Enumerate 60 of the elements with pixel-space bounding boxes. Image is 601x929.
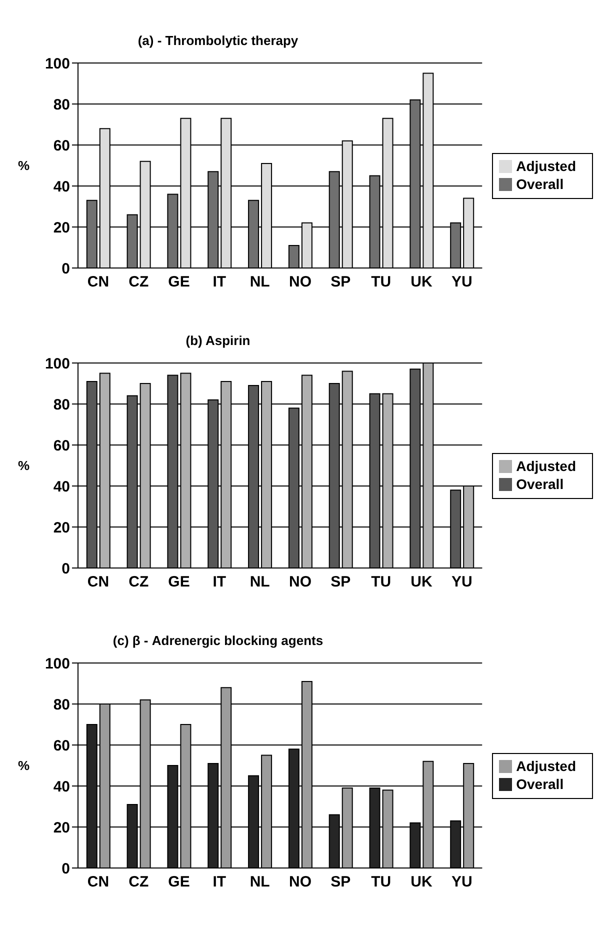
x-tick-label: CN xyxy=(87,274,110,291)
x-tick-label: IT xyxy=(212,274,226,291)
y-axis-title: % xyxy=(18,458,30,474)
x-tick-label: YU xyxy=(451,574,472,591)
x-tick-label: GE xyxy=(168,574,190,591)
y-tick-label: 0 xyxy=(62,560,70,578)
x-tick-label: YU xyxy=(451,874,472,891)
x-tick-label: TU xyxy=(371,274,392,291)
legend-label: Overall xyxy=(516,176,564,192)
y-tick-label: 100 xyxy=(44,355,70,372)
y-tick-label: 40 xyxy=(53,178,70,196)
y-tick-label: 80 xyxy=(53,696,70,714)
chart-title: (a) - Thrombolytic therapy xyxy=(138,33,298,48)
y-tick-label: 20 xyxy=(53,219,70,236)
x-tick-label: CZ xyxy=(128,574,149,591)
y-tick-label: 60 xyxy=(53,737,70,754)
x-tick-label: CZ xyxy=(128,874,149,891)
y-tick-label: 40 xyxy=(53,778,70,796)
legend-label: Overall xyxy=(516,776,564,792)
y-tick-label: 0 xyxy=(62,260,70,278)
y-tick-label: 0 xyxy=(62,860,70,878)
x-tick-label: UK xyxy=(410,574,432,591)
x-tick-label: NL xyxy=(250,274,270,291)
x-tick-label: CN xyxy=(87,874,110,891)
y-axis-title: % xyxy=(18,758,30,774)
x-tick-label: SP xyxy=(330,874,351,891)
y-tick-label: 100 xyxy=(44,655,70,672)
x-tick-label: SP xyxy=(330,274,351,291)
y-tick-label: 20 xyxy=(53,519,70,536)
y-tick-label: 80 xyxy=(53,396,70,414)
x-tick-label: GE xyxy=(168,874,190,891)
x-tick-label: NL xyxy=(250,574,270,591)
chart-title: (b) Aspirin xyxy=(186,333,250,348)
x-tick-label: NO xyxy=(289,274,312,291)
legend-label: Overall xyxy=(516,476,564,492)
x-tick-label: UK xyxy=(410,274,432,291)
legend-label: Adjusted xyxy=(516,458,576,474)
x-tick-label: CN xyxy=(87,574,110,591)
y-tick-label: 100 xyxy=(44,55,70,72)
x-tick-label: TU xyxy=(371,574,392,591)
x-tick-label: GE xyxy=(168,274,190,291)
y-tick-label: 80 xyxy=(53,96,70,114)
x-tick-label: UK xyxy=(410,874,432,891)
x-tick-label: NL xyxy=(250,874,270,891)
x-tick-label: SP xyxy=(330,574,351,591)
y-tick-label: 20 xyxy=(53,819,70,836)
x-tick-label: NO xyxy=(289,574,312,591)
x-tick-label: IT xyxy=(212,874,226,891)
x-tick-label: YU xyxy=(451,274,472,291)
x-tick-label: CZ xyxy=(128,274,149,291)
y-tick-label: 40 xyxy=(53,478,70,496)
legend-label: Adjusted xyxy=(516,158,576,174)
legend-label: Adjusted xyxy=(516,758,576,774)
y-tick-label: 60 xyxy=(53,437,70,454)
chart-title: (c) β - Adrenergic blocking agents xyxy=(112,633,324,648)
x-tick-label: IT xyxy=(212,574,226,591)
y-axis-title: % xyxy=(18,158,30,174)
x-tick-label: TU xyxy=(371,874,392,891)
y-tick-label: 60 xyxy=(53,137,70,154)
x-tick-label: NO xyxy=(289,874,312,891)
